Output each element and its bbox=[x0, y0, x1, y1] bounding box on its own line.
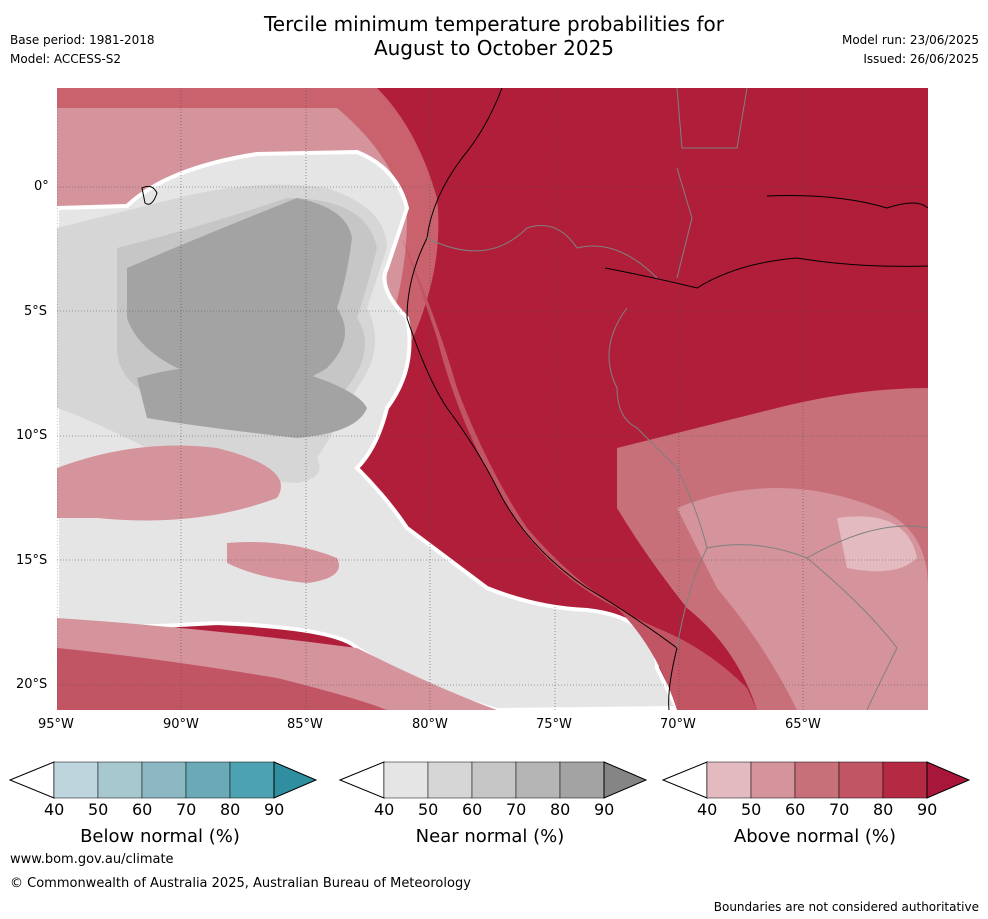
lat-label-10s: 10°S bbox=[16, 428, 48, 443]
above-pocket-1 bbox=[57, 445, 281, 521]
above-tick-50: 50 bbox=[741, 800, 762, 819]
lon-label-75w: 75°W bbox=[536, 717, 572, 732]
website-link[interactable]: www.bom.gov.au/climate bbox=[10, 852, 174, 867]
lon-label-95w: 95°W bbox=[38, 717, 74, 732]
east-50-region bbox=[837, 516, 917, 572]
below-tick-80: 80 bbox=[220, 800, 241, 819]
model-name: Model: ACCESS-S2 bbox=[10, 52, 122, 66]
below-swatch-80 bbox=[229, 761, 275, 799]
model-run: Model run: 23/06/2025 bbox=[841, 33, 979, 47]
near-80-region-south bbox=[137, 364, 367, 438]
lat-label-0: 0° bbox=[34, 179, 49, 194]
below-tick-40: 40 bbox=[44, 800, 65, 819]
near-tick-40: 40 bbox=[374, 800, 395, 819]
colorbar-below-normal bbox=[8, 761, 318, 799]
lon-label-70w: 70°W bbox=[660, 717, 696, 732]
above-swatch-40 bbox=[706, 761, 752, 799]
below-swatch-60 bbox=[141, 761, 187, 799]
below-swatch-50 bbox=[97, 761, 143, 799]
lon-label-80w: 80°W bbox=[412, 717, 448, 732]
near-tick-70: 70 bbox=[506, 800, 527, 819]
above-swatch-50 bbox=[750, 761, 796, 799]
below-swatch-70 bbox=[185, 761, 231, 799]
page-title: Tercile minimum temperature probabilitie… bbox=[0, 12, 988, 60]
below-normal-title: Below normal (%) bbox=[80, 826, 240, 847]
above-pocket-2 bbox=[227, 542, 339, 583]
near-extend-high bbox=[603, 761, 648, 799]
lon-label-85w: 85°W bbox=[287, 717, 323, 732]
near-tick-50: 50 bbox=[418, 800, 439, 819]
near-tick-80: 80 bbox=[550, 800, 571, 819]
probability-map bbox=[57, 88, 928, 710]
above-swatch-70 bbox=[838, 761, 884, 799]
copyright-notice: © Commonwealth of Australia 2025, Austra… bbox=[10, 876, 471, 891]
near-swatch-70 bbox=[515, 761, 561, 799]
colorbar-above-normal bbox=[661, 761, 971, 799]
lon-label-65w: 65°W bbox=[785, 717, 821, 732]
near-tick-90: 90 bbox=[594, 800, 615, 819]
near-tick-60: 60 bbox=[462, 800, 483, 819]
below-swatch-40 bbox=[53, 761, 99, 799]
above-tick-40: 40 bbox=[697, 800, 718, 819]
amazon-river bbox=[604, 257, 928, 289]
above-south-80 bbox=[57, 648, 387, 710]
above-tick-90: 90 bbox=[917, 800, 938, 819]
colorbar-near-normal bbox=[338, 761, 648, 799]
above-tick-70: 70 bbox=[829, 800, 850, 819]
graticule bbox=[57, 88, 928, 710]
near-swatch-50 bbox=[427, 761, 473, 799]
below-tick-60: 60 bbox=[132, 800, 153, 819]
lat-label-20s: 20°S bbox=[16, 677, 48, 692]
near-swatch-60 bbox=[471, 761, 517, 799]
near-normal-title: Near normal (%) bbox=[415, 826, 565, 847]
below-extend-high bbox=[273, 761, 318, 799]
below-tick-70: 70 bbox=[176, 800, 197, 819]
lat-label-15s: 15°S bbox=[16, 553, 48, 568]
title-line-1: Tercile minimum temperature probabilitie… bbox=[263, 12, 725, 36]
below-tick-90: 90 bbox=[264, 800, 285, 819]
above-extend-low bbox=[661, 761, 708, 799]
near-extend-low bbox=[338, 761, 385, 799]
above-normal-title: Above normal (%) bbox=[733, 826, 897, 847]
above-tick-60: 60 bbox=[785, 800, 806, 819]
below-tick-50: 50 bbox=[88, 800, 109, 819]
rio-negro bbox=[766, 195, 928, 209]
near-80-region bbox=[127, 198, 352, 388]
lat-label-5s: 5°S bbox=[24, 304, 48, 319]
galapagos-islands bbox=[141, 185, 158, 205]
above-swatch-80 bbox=[882, 761, 928, 799]
below-extend-low bbox=[8, 761, 55, 799]
base-period: Base period: 1981-2018 bbox=[10, 33, 155, 47]
above-tick-80: 80 bbox=[873, 800, 894, 819]
country-borders bbox=[426, 88, 928, 710]
near-swatch-40 bbox=[383, 761, 429, 799]
coastline bbox=[406, 88, 678, 710]
lon-label-90w: 90°W bbox=[163, 717, 199, 732]
title-line-2: August to October 2025 bbox=[373, 36, 615, 60]
near-swatch-80 bbox=[559, 761, 605, 799]
boundaries-disclaimer: Boundaries are not considered authoritat… bbox=[713, 900, 979, 914]
above-extend-high bbox=[926, 761, 971, 799]
above-swatch-60 bbox=[794, 761, 840, 799]
map-svg bbox=[57, 88, 928, 710]
issued-date: Issued: 26/06/2025 bbox=[863, 52, 979, 66]
